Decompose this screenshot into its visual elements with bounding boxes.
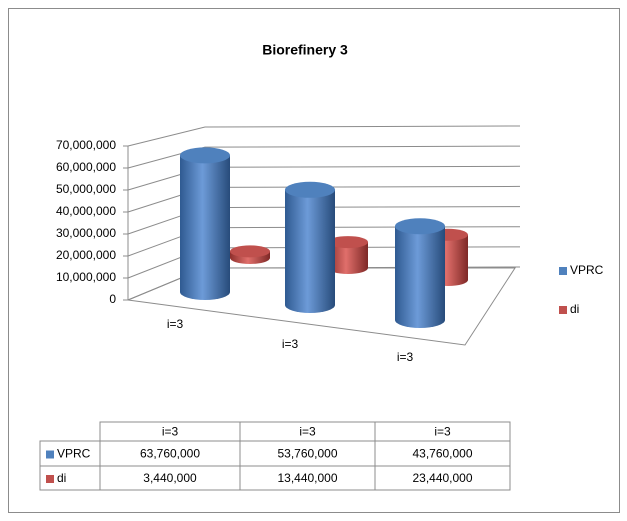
y-tick-label: 60,000,000 (56, 160, 116, 174)
table-cell (99, 465, 241, 491)
table-header: i=3 (299, 425, 316, 439)
cylinder-top (230, 245, 270, 258)
x-tick-label: i=3 (167, 317, 184, 331)
bar (180, 155, 230, 292)
y-tick-label: 10,000,000 (56, 270, 116, 284)
table-value: 23,440,000 (412, 471, 472, 485)
cylinder (285, 181, 335, 313)
cylinder-top (285, 181, 335, 198)
grid-line (127, 145, 521, 169)
x-tick-label: i=3 (397, 350, 414, 364)
y-tick-label: 40,000,000 (56, 204, 116, 218)
bar (285, 189, 335, 305)
grid-line (127, 125, 521, 147)
table-row-label: di (57, 471, 66, 485)
legend-swatch (559, 267, 567, 275)
cylinder (230, 245, 270, 264)
table-header: i=3 (434, 425, 451, 439)
y-tick-label: 50,000,000 (56, 182, 116, 196)
table-key (46, 475, 54, 483)
legend-label: di (570, 302, 579, 316)
y-tick-label: 0 (109, 292, 116, 306)
cylinder-top (328, 236, 368, 249)
table-cell (239, 465, 376, 491)
cylinder (395, 218, 445, 328)
y-tick-label: 20,000,000 (56, 248, 116, 262)
legend-label: VPRC (570, 263, 604, 277)
table-cell (99, 440, 241, 467)
cylinder-top (180, 147, 230, 164)
table-value: 43,760,000 (412, 447, 472, 461)
table-row-label: VPRC (57, 447, 91, 461)
y-tick-label: 70,000,000 (56, 138, 116, 152)
table-cell (374, 465, 511, 491)
table-value: 3,440,000 (143, 471, 197, 485)
cylinder (180, 147, 230, 300)
cylinder-top (395, 218, 445, 235)
table-key (46, 450, 54, 459)
table-value: 53,760,000 (277, 447, 337, 461)
y-tick-label: 30,000,000 (56, 226, 116, 240)
table-value: 13,440,000 (277, 471, 337, 485)
bar (395, 226, 445, 320)
x-tick-label: i=3 (282, 337, 299, 351)
legend-swatch (559, 306, 567, 314)
chart-title: Biorefinery 3 (262, 42, 348, 58)
table-header: i=3 (162, 425, 179, 439)
table-value: 63,760,000 (140, 447, 200, 461)
